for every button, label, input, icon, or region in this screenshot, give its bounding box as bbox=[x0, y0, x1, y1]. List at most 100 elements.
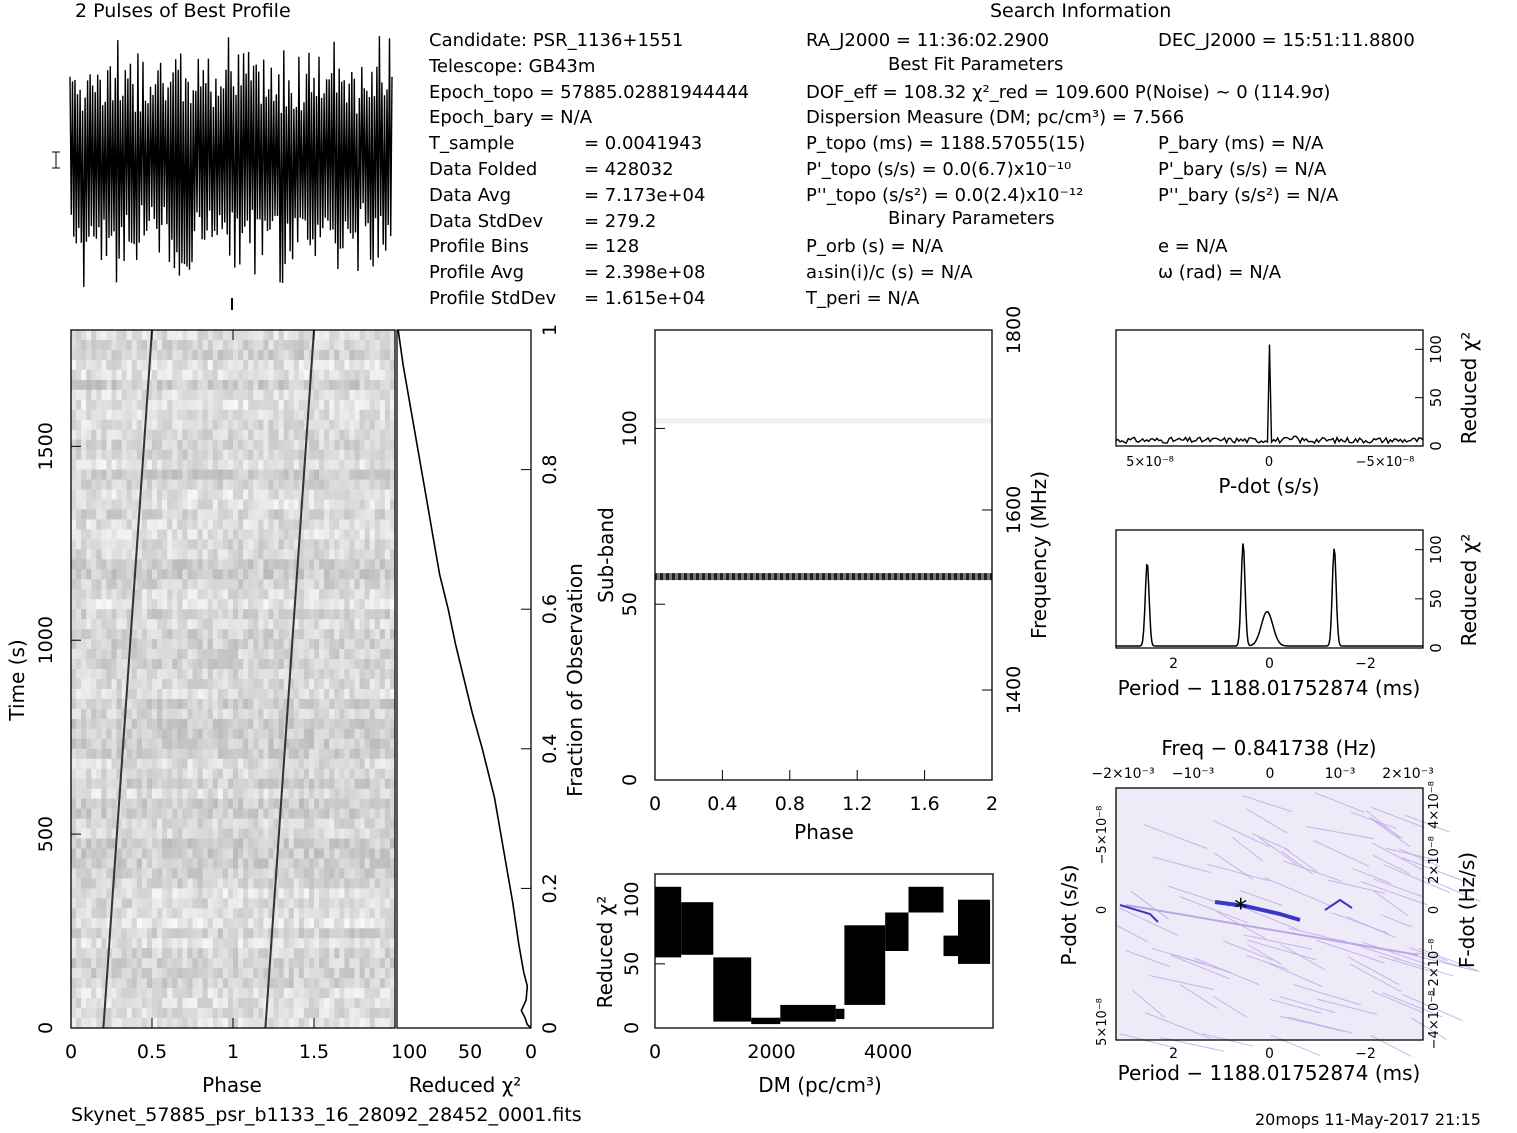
heatmap-cell bbox=[288, 718, 295, 730]
heatmap-cell bbox=[334, 649, 340, 660]
heatmap-cell bbox=[359, 569, 366, 580]
heatmap-cell bbox=[339, 958, 345, 969]
heatmap-cell bbox=[308, 818, 315, 829]
info-row: Profile StdDev = 1.615e+04 bbox=[429, 286, 809, 312]
heatmap-cell bbox=[141, 728, 148, 740]
heatmap-cell bbox=[334, 639, 340, 650]
heatmap-cell bbox=[136, 409, 143, 421]
heatmap-cell bbox=[162, 539, 168, 550]
heatmap-cell bbox=[298, 778, 305, 790]
heatmap-cell bbox=[227, 688, 234, 700]
heatmap-cell bbox=[212, 788, 219, 800]
heatmap-cell bbox=[298, 798, 305, 810]
heatmap-cell bbox=[379, 928, 386, 939]
heatmap-cell bbox=[334, 539, 340, 550]
heatmap-cell bbox=[349, 978, 355, 989]
heatmap-cell bbox=[101, 798, 107, 810]
heatmap-cell bbox=[227, 539, 234, 550]
heatmap-cell bbox=[86, 529, 92, 540]
heatmap-cell bbox=[314, 968, 320, 979]
heatmap-cell bbox=[314, 938, 320, 949]
heatmap-cell bbox=[222, 948, 229, 959]
heatmap-cell bbox=[273, 489, 279, 500]
heatmap-cell bbox=[101, 639, 107, 650]
heatmap-cell bbox=[91, 878, 97, 889]
heatmap-cell bbox=[182, 579, 188, 590]
heatmap-cell bbox=[248, 818, 254, 829]
heatmap-cell bbox=[222, 339, 229, 351]
heatmap-cell bbox=[258, 728, 264, 740]
heatmap-cell bbox=[354, 878, 360, 889]
heatmap-cell bbox=[86, 948, 92, 959]
heatmap-cell bbox=[324, 330, 330, 341]
heatmap-cell bbox=[253, 728, 259, 740]
heatmap-cell bbox=[76, 379, 82, 391]
heatmap-cell bbox=[308, 878, 315, 889]
heatmap-cell bbox=[288, 579, 295, 590]
heatmap-cell bbox=[364, 978, 371, 989]
heatmap-cell bbox=[359, 369, 366, 381]
heatmap-cell bbox=[379, 539, 386, 550]
heatmap-cell bbox=[303, 649, 310, 660]
heatmap-cell bbox=[238, 379, 244, 391]
plane-streak bbox=[1149, 975, 1215, 991]
drift-track bbox=[102, 329, 153, 1029]
heatmap-cell bbox=[157, 688, 163, 700]
heatmap-cell bbox=[157, 429, 163, 441]
heatmap-cell bbox=[308, 858, 315, 869]
heatmap-cell bbox=[379, 828, 386, 839]
heatmap-cell bbox=[319, 818, 325, 829]
heatmap-cell bbox=[349, 728, 355, 740]
heatmap-cell bbox=[162, 788, 168, 800]
heatmap-cell bbox=[349, 708, 355, 720]
heatmap-cell bbox=[298, 559, 305, 570]
heatmap-cell bbox=[349, 489, 355, 500]
heatmap-cell bbox=[369, 539, 376, 550]
heatmap-cell bbox=[207, 599, 214, 610]
heatmap-cell bbox=[71, 599, 77, 610]
heatmap-cell bbox=[91, 619, 97, 630]
heatmap-cell bbox=[71, 718, 77, 730]
heatmap-cell bbox=[233, 599, 239, 610]
heatmap-cell bbox=[106, 688, 112, 700]
heatmap-cell bbox=[339, 449, 345, 461]
heatmap-cell bbox=[384, 1008, 391, 1019]
heatmap-cell bbox=[268, 808, 274, 819]
heatmap-cell bbox=[131, 958, 138, 969]
heatmap-cell bbox=[76, 858, 82, 869]
heatmap-cell bbox=[121, 768, 128, 780]
heatmap-cell bbox=[303, 619, 310, 630]
dm-band bbox=[780, 1004, 836, 1022]
heatmap-cell bbox=[344, 330, 350, 341]
heatmap-cell bbox=[172, 978, 178, 989]
heatmap-cell bbox=[121, 359, 128, 371]
heatmap-cell bbox=[121, 389, 128, 401]
heatmap-cell bbox=[212, 888, 219, 899]
heatmap-cell bbox=[379, 788, 386, 800]
heatmap-cell bbox=[349, 359, 355, 371]
heatmap-cell bbox=[136, 798, 143, 810]
heatmap-cell bbox=[217, 988, 224, 999]
heatmap-cell bbox=[152, 958, 158, 969]
heatmap-cell bbox=[126, 429, 133, 441]
heatmap-cell bbox=[238, 549, 244, 560]
heatmap-cell bbox=[263, 928, 269, 939]
heatmap-cell bbox=[329, 659, 335, 670]
heatmap-cell bbox=[248, 409, 254, 421]
heatmap-cell bbox=[76, 818, 82, 829]
dm-band bbox=[655, 886, 682, 958]
heatmap-cell bbox=[359, 698, 366, 710]
heatmap-cell bbox=[136, 698, 143, 710]
heatmap-cell bbox=[131, 778, 138, 790]
heatmap-cell bbox=[298, 1018, 305, 1029]
heatmap-cell bbox=[329, 738, 335, 750]
heatmap-cell bbox=[278, 698, 285, 710]
heatmap-cell bbox=[222, 679, 229, 690]
heatmap-cell bbox=[177, 878, 183, 889]
heatmap-cell bbox=[197, 489, 204, 500]
heatmap-cell bbox=[172, 669, 178, 680]
heatmap-cell bbox=[217, 688, 224, 700]
heatmap-cell bbox=[248, 738, 254, 750]
heatmap-cell bbox=[197, 409, 204, 421]
heatmap-cell bbox=[182, 938, 188, 949]
